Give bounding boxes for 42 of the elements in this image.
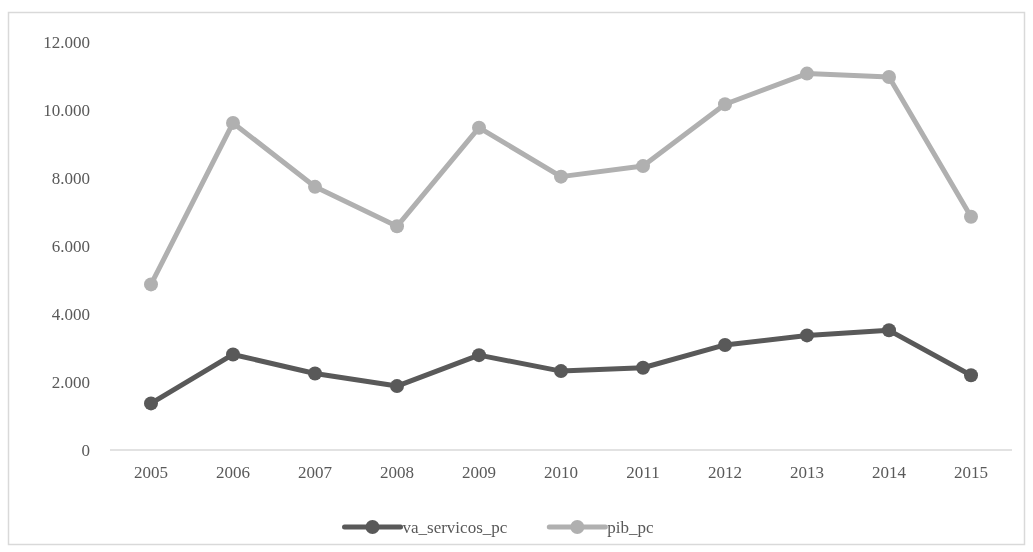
point <box>554 364 568 379</box>
y-tick-label: 2.000 <box>51 372 90 392</box>
point <box>964 368 978 383</box>
x-tick-label: 2005 <box>134 463 168 482</box>
x-tick-label: 2009 <box>462 463 496 482</box>
point <box>718 337 732 352</box>
y-tick-label: 8.000 <box>51 168 90 188</box>
point <box>308 366 322 381</box>
y-tick-label: 6.000 <box>51 236 90 256</box>
y-tick-label: 0 <box>81 440 90 460</box>
point <box>472 348 486 363</box>
y-tick-label: 4.000 <box>51 304 90 324</box>
x-tick-label: 2010 <box>544 463 578 482</box>
point <box>226 115 240 130</box>
point <box>636 360 650 375</box>
x-tick-label: 2014 <box>872 463 907 482</box>
point <box>554 169 568 184</box>
point <box>144 396 158 411</box>
point <box>964 209 978 224</box>
point <box>882 70 896 85</box>
point <box>144 277 158 292</box>
point <box>472 120 486 135</box>
x-tick-label: 2007 <box>298 463 333 482</box>
point <box>800 66 814 81</box>
point <box>636 159 650 174</box>
point <box>390 379 404 394</box>
point <box>800 328 814 343</box>
legend-label: pib_pc <box>607 517 655 537</box>
y-tick-label: 10.000 <box>43 100 90 120</box>
x-tick-label: 2012 <box>708 463 742 482</box>
point <box>390 219 404 234</box>
point <box>308 179 322 194</box>
x-tick-label: 2008 <box>380 463 414 482</box>
x-tick-label: 2011 <box>626 463 660 482</box>
x-tick-label: 2006 <box>216 463 250 482</box>
point <box>882 323 896 338</box>
x-tick-label: 2015 <box>954 463 988 482</box>
y-tick-label: 12.000 <box>43 32 90 52</box>
x-tick-label: 2013 <box>790 463 824 482</box>
point <box>226 347 240 362</box>
point <box>718 97 732 112</box>
legend-label: va_servicos_pc <box>402 517 508 537</box>
